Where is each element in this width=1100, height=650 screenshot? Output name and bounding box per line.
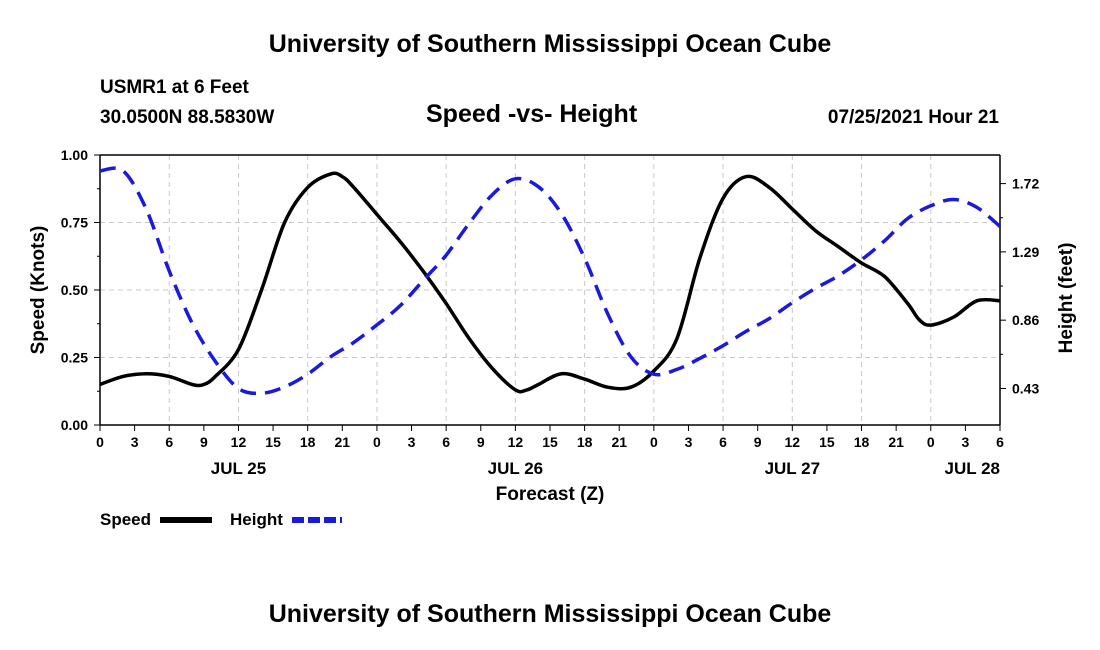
y-left-tick-label: 0.75 (61, 215, 88, 231)
y-left-tick-label: 1.00 (61, 147, 88, 163)
x-tick-label: 15 (265, 434, 281, 450)
x-tick-label: 9 (477, 434, 485, 450)
x-tick-label: 9 (754, 434, 762, 450)
coordinates-label: 30.0500N 88.5830W (100, 107, 275, 128)
x-tick-label: 18 (577, 434, 593, 450)
y-left-tick-label: 0.25 (61, 350, 88, 366)
x-tick-label: 0 (96, 434, 104, 450)
x-tick-label: 6 (719, 434, 727, 450)
date-label: JUL 28 (945, 459, 1000, 478)
x-tick-label: 6 (996, 434, 1004, 450)
x-axis-title: Forecast (Z) (496, 484, 605, 505)
date-label: JUL 26 (488, 459, 543, 478)
legend-label-speed: Speed (100, 510, 151, 529)
date-label: JUL 25 (211, 459, 266, 478)
station-label: USMR1 at 6 Feet (100, 77, 249, 98)
x-tick-label: 21 (888, 434, 904, 450)
page-title: University of Southern Mississippi Ocean… (268, 30, 832, 58)
y-right-axis-title: Height (feet) (1056, 243, 1077, 354)
x-tick-label: 21 (335, 434, 351, 450)
x-tick-label: 3 (961, 434, 969, 450)
x-tick-label: 15 (819, 434, 835, 450)
x-tick-label: 18 (300, 434, 316, 450)
y-left-axis-title: Speed (Knots) (28, 226, 49, 355)
x-tick-label: 21 (611, 434, 627, 450)
y-right-tick-label: 0.43 (1012, 380, 1039, 396)
datetime-label: 07/25/2021 Hour 21 (827, 107, 999, 128)
x-tick-label: 6 (165, 434, 173, 450)
x-tick-label: 0 (927, 434, 935, 450)
y-left-tick-label: 0.50 (61, 282, 88, 298)
x-tick-label: 3 (408, 434, 416, 450)
legend-label-height: Height (230, 510, 283, 529)
x-tick-label: 6 (442, 434, 450, 450)
x-tick-label: 12 (785, 434, 801, 450)
x-tick-label: 0 (650, 434, 658, 450)
date-label: JUL 27 (765, 459, 820, 478)
footer-title: University of Southern Mississippi Ocean… (268, 600, 832, 628)
x-tick-label: 9 (200, 434, 208, 450)
x-tick-label: 18 (854, 434, 870, 450)
chart-title: Speed -vs- Height (426, 100, 638, 128)
x-tick-label: 15 (542, 434, 558, 450)
x-tick-label: 3 (131, 434, 139, 450)
x-tick-label: 12 (508, 434, 524, 450)
y-right-tick-label: 1.29 (1012, 244, 1039, 260)
x-tick-label: 12 (231, 434, 247, 450)
x-tick-label: 3 (685, 434, 693, 450)
x-tick-label: 0 (373, 434, 381, 450)
series-line-speed (99, 171, 1001, 394)
y-right-tick-label: 1.72 (1012, 176, 1039, 192)
series-line-height (99, 166, 1002, 396)
y-left-tick-label: 0.00 (61, 417, 88, 433)
y-right-tick-label: 0.86 (1012, 312, 1039, 328)
